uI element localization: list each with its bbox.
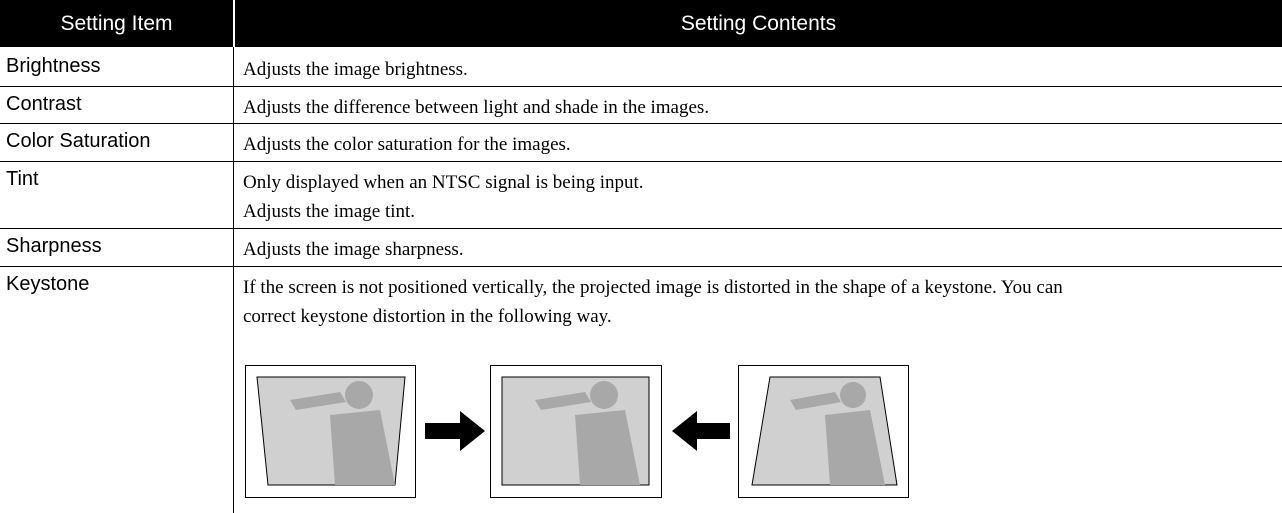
row-divider xyxy=(0,123,1282,124)
setting-contents: If the screen is not positioned vertical… xyxy=(243,277,1063,327)
header-cell: Setting Contents xyxy=(235,0,1282,47)
row-divider xyxy=(0,161,1282,162)
setting-item: Tint xyxy=(6,168,39,190)
row-divider xyxy=(0,266,1282,267)
header-cell: Setting Item xyxy=(0,0,233,47)
setting-item: Brightness xyxy=(6,55,101,77)
setting-item: Color Saturation xyxy=(6,130,151,152)
setting-item: Keystone xyxy=(6,273,90,295)
setting-item: Contrast xyxy=(6,93,82,115)
row-divider xyxy=(0,86,1282,87)
setting-item: Sharpness xyxy=(6,235,102,257)
setting-contents: Adjusts the image brightness. xyxy=(243,59,468,80)
setting-contents: Only displayed when an NTSC signal is be… xyxy=(243,172,644,193)
column-divider xyxy=(233,47,234,513)
setting-contents: Adjusts the image sharpness. xyxy=(243,239,464,260)
setting-contents: Adjusts the difference between light and… xyxy=(243,97,710,118)
setting-contents: Adjusts the image tint. xyxy=(243,201,416,222)
setting-contents: Adjusts the color saturation for the ima… xyxy=(243,134,571,155)
row-divider xyxy=(0,228,1282,229)
